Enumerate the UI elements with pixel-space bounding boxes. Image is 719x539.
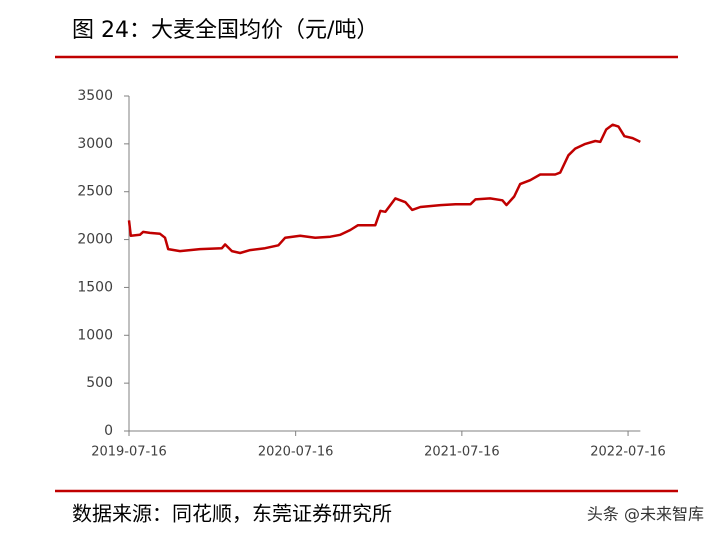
x-tick-label: 2019-07-16 [91, 445, 167, 460]
source-note: 数据来源：同花顺，东莞证券研究所 [72, 502, 392, 526]
price-line [127, 123, 641, 255]
y-tick-label: 0 [104, 423, 113, 439]
figure-title: 图 24：大麦全国均价（元/吨） [72, 18, 378, 43]
y-tick-label: 1000 [77, 327, 113, 343]
y-tick-label: 3000 [77, 136, 113, 152]
y-tick-label: 2000 [77, 232, 113, 248]
x-tick-label: 2022-07-16 [590, 445, 666, 460]
plot-area: 0 500 1000 1500 2000 2500 3000 3500 2019-07-16 20… [77, 88, 665, 460]
x-tick-label: 2021-07-16 [424, 445, 500, 460]
y-tick-label: 3500 [77, 88, 113, 104]
y-tick-label: 2500 [77, 184, 113, 200]
y-tick-label: 500 [86, 375, 113, 391]
x-tick-label: 2020-07-16 [258, 445, 334, 460]
y-tick-label: 1500 [77, 279, 113, 295]
watermark: 头条 @未来智库 [587, 505, 704, 524]
